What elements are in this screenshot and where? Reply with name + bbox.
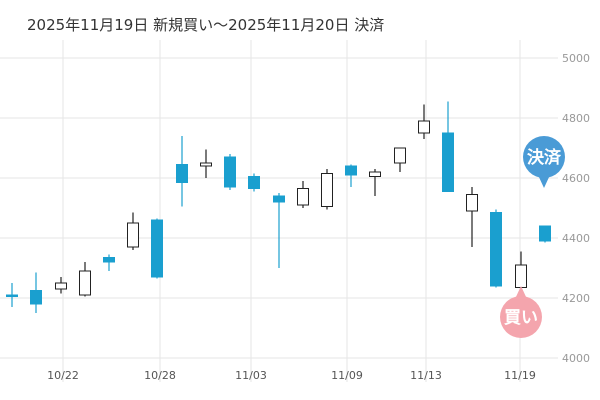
candle-body [394,147,406,164]
y-tick-label: 4000 [562,352,590,365]
x-tick-label: 11/19 [504,369,536,382]
candle-body [79,270,91,296]
candle-body [490,212,502,287]
x-tick-label: 10/28 [144,369,176,382]
buy-marker-pointer [515,286,527,299]
candle-body [466,194,478,212]
x-tick-label: 10/22 [47,369,79,382]
sell-marker-label: 決済 [527,147,562,168]
candle-body [345,165,357,176]
buy-marker-label: 買い [504,308,538,328]
candle-body [369,171,381,177]
candle-body [55,282,67,290]
y-tick-label: 4200 [562,292,590,305]
chart-title: 2025年11月19日 新規買い〜2025年11月20日 決済 [27,16,385,34]
candle-body [297,188,309,206]
candle-body [321,173,333,207]
candle-body [176,164,188,183]
candle-body [200,162,212,167]
sell-marker [523,136,565,178]
buy-marker [500,296,542,338]
candle-body [151,219,163,278]
candle-body [224,156,236,188]
y-tick-label: 4800 [562,112,590,125]
candle-body [539,225,551,242]
sell-marker-pointer [538,175,550,188]
candle-body [6,294,18,297]
y-tick-label: 4600 [562,172,590,185]
x-tick-label: 11/03 [235,369,267,382]
candle-body [442,132,454,192]
x-tick-label: 11/09 [331,369,363,382]
candle-body [515,264,527,288]
candle-body [30,290,42,305]
candle-body [103,257,115,263]
y-tick-label: 5000 [562,52,590,65]
candle-body [273,195,285,203]
candle-body [248,176,260,189]
candle-body [418,120,430,134]
candle-body [127,222,139,248]
y-tick-label: 4400 [562,232,590,245]
x-tick-label: 11/13 [410,369,442,382]
